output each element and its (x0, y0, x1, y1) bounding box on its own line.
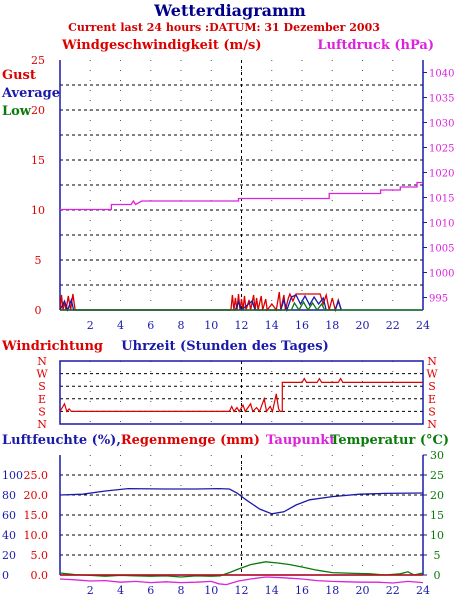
pressure-tick: 1005 (429, 244, 454, 255)
direction-tick-left: N (37, 355, 47, 368)
direction-tick-left: E (38, 393, 46, 406)
direction-frame (59, 360, 424, 425)
hour-tick: 2 (87, 319, 94, 332)
humidity-label-part: Luftfeuchte (%), (2, 433, 121, 448)
pressure-tick: 1000 (429, 269, 454, 280)
humidity-tick: 60 (2, 509, 16, 522)
hour-tick: 20 (356, 584, 370, 597)
hour-tick: 22 (386, 319, 400, 332)
hour-tick: 16 (295, 584, 309, 597)
pressure-tick: 1010 (429, 219, 454, 230)
rain-tick: 20.0 (24, 489, 49, 502)
hour-tick: 2 (87, 584, 94, 597)
hour-tick: 8 (178, 584, 185, 597)
direction-tick-right: N (427, 355, 437, 368)
hour-tick: 14 (265, 584, 279, 597)
direction-tick-left: S (38, 380, 46, 393)
pressure-tick: 1035 (429, 94, 454, 105)
series-average (59, 294, 342, 313)
direction-tick-right: N (427, 418, 437, 431)
temperature-tick: 15 (430, 509, 444, 522)
hour-tick: 4 (117, 584, 124, 597)
time-axis-label: Uhrzeit (Stunden des Tages) (121, 339, 328, 354)
legend-average: Average (1, 86, 60, 101)
chart-title: Wetterdiagramm (153, 1, 306, 20)
direction-tick-right: S (428, 405, 436, 418)
rain-tick: 0.0 (31, 569, 49, 582)
wind-speed-axis-label: Windgeschwindigkeit (m/s) (61, 38, 261, 53)
hour-tick: 4 (117, 319, 124, 332)
hour-tick: 12 (235, 319, 249, 332)
wind-speed-tick: 5 (35, 254, 42, 267)
humidity-tick: 20 (2, 549, 16, 562)
series-taupunkt (59, 576, 424, 586)
hour-tick: 24 (416, 584, 430, 597)
hour-tick: 10 (204, 584, 218, 597)
legend-low: Low (2, 104, 32, 119)
pressure-tick: 1015 (429, 194, 454, 205)
rain-tick: 10.0 (24, 529, 49, 542)
pressure-tick: 1030 (429, 119, 454, 130)
pressure-axis-label: Luftdruck (hPa) (317, 38, 434, 53)
hour-tick: 10 (204, 319, 218, 332)
wind-speed-tick: 0 (35, 304, 42, 317)
wind-speed-tick: 25 (31, 54, 45, 67)
pressure-tick: 995 (429, 294, 448, 305)
direction-tick-right: W (426, 368, 438, 381)
hour-tick: 20 (356, 319, 370, 332)
temperature-tick: 10 (430, 529, 444, 542)
hour-tick: 14 (265, 319, 279, 332)
legend-gust: Gust (2, 68, 36, 83)
hour-tick: 18 (325, 584, 339, 597)
hour-tick: 18 (325, 319, 339, 332)
temperature-label: Temperatur (°C) (330, 433, 449, 448)
plot-layer: 0510152025995100010051010101510201025103… (2, 54, 454, 597)
direction-tick-left: S (38, 405, 46, 418)
temperature-tick: 0 (434, 569, 441, 582)
rain-label-part: Regenmenge (mm) (121, 433, 260, 448)
humidity-tick: 100 (2, 469, 23, 482)
rain-tick: 25.0 (24, 469, 49, 482)
pressure-tick: 1040 (429, 69, 454, 80)
humidity-tick: 80 (2, 489, 16, 502)
hour-tick: 12 (235, 584, 249, 597)
wind-direction-label: Windrichtung (1, 339, 103, 354)
hour-tick: 6 (147, 319, 154, 332)
series-gust (59, 291, 342, 313)
humidity-tick: 40 (2, 529, 16, 542)
rain-tick: 5.0 (31, 549, 49, 562)
hour-tick: 8 (178, 319, 185, 332)
hour-tick: 22 (386, 584, 400, 597)
temperature-tick: 25 (430, 469, 444, 482)
hour-tick: 16 (295, 319, 309, 332)
dewpoint-label: Taupunkt (266, 433, 335, 448)
series-luftdruck (60, 181, 423, 211)
wind-speed-tick: 10 (31, 204, 45, 217)
temperature-tick: 30 (430, 449, 444, 462)
hour-tick: 6 (147, 584, 154, 597)
pressure-tick: 1020 (429, 169, 454, 180)
direction-tick-left: W (36, 368, 48, 381)
pressure-tick: 1025 (429, 144, 454, 155)
series-windrichtung (59, 377, 423, 414)
series-luftfeuchte (59, 487, 424, 515)
direction-tick-left: N (37, 418, 47, 431)
humidity-rain-label: Luftfeuchte (%),Regenmenge (mm) (2, 433, 260, 448)
chart-subtitle: Current last 24 hours :DATUM: 31 Dezembe… (68, 21, 380, 34)
temperature-tick: 5 (434, 549, 441, 562)
humidity-tick: 0 (2, 569, 9, 582)
direction-tick-right: E (428, 393, 436, 406)
wind-speed-tick: 20 (31, 104, 45, 117)
temperature-tick: 20 (430, 489, 444, 502)
series-low (60, 300, 423, 312)
direction-tick-right: S (428, 380, 436, 393)
hour-tick: 24 (416, 319, 430, 332)
rain-tick: 15.0 (24, 509, 49, 522)
wind-speed-tick: 15 (31, 154, 45, 167)
